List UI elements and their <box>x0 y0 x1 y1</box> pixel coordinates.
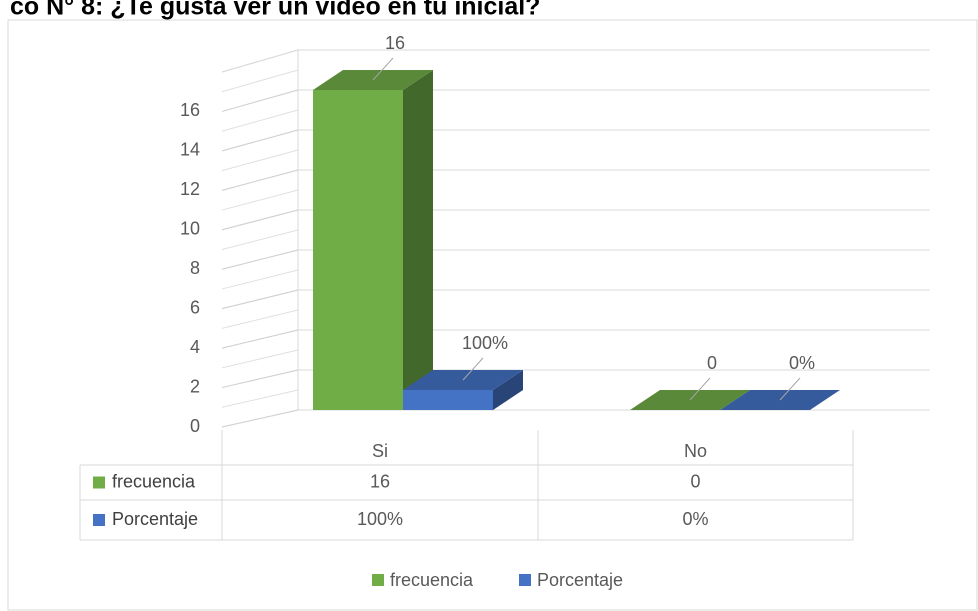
table-cell: 16 <box>370 471 390 491</box>
grid-line <box>221 249 299 270</box>
table-row-header: frecuencia <box>112 471 196 491</box>
grid-line <box>221 169 299 191</box>
legend-label: frecuencia <box>390 570 474 590</box>
grid-line <box>221 409 299 428</box>
y-tick-label: 12 <box>180 179 200 199</box>
grid-line-side <box>221 69 299 93</box>
data-label: 100% <box>462 333 508 353</box>
y-tick-label: 14 <box>180 140 200 160</box>
y-tick-label: 0 <box>190 416 200 436</box>
bar-side <box>403 70 433 410</box>
x-tick-label: No <box>684 441 707 461</box>
bar <box>313 90 403 410</box>
leader-line <box>689 377 711 401</box>
grid-line <box>221 289 299 310</box>
bar <box>403 390 493 410</box>
grid-line-side <box>221 189 299 211</box>
grid-line <box>221 89 299 112</box>
legend-key <box>519 574 531 586</box>
grid-line-side <box>221 109 299 132</box>
grid-line-side <box>221 309 299 329</box>
leader-line <box>462 357 484 381</box>
grid-line-side <box>221 389 299 408</box>
grid-line-side <box>221 229 299 250</box>
leader-line <box>372 57 394 81</box>
legend-key <box>372 574 384 586</box>
x-tick-label: Si <box>372 441 388 461</box>
legend-label: Porcentaje <box>537 570 623 590</box>
grid-line <box>221 209 299 231</box>
y-tick-label: 2 <box>190 376 200 396</box>
table-cell: 0 <box>690 471 700 491</box>
grid-line <box>221 129 299 152</box>
chart-frame <box>7 19 978 611</box>
data-label: 0% <box>789 353 815 373</box>
y-tick-label: 6 <box>190 297 200 317</box>
table-cell: 0% <box>682 509 708 529</box>
table-legend-key <box>93 514 105 526</box>
y-tick-label: 16 <box>180 100 200 120</box>
table-row-header: Porcentaje <box>112 509 198 529</box>
y-tick-label: 4 <box>190 337 200 357</box>
bar-side <box>493 370 523 410</box>
grid-line-side <box>221 269 299 290</box>
data-label: 0 <box>707 353 717 373</box>
grid-line-top <box>221 49 299 73</box>
y-tick-label: 10 <box>180 219 200 239</box>
table-legend-key <box>93 476 105 489</box>
y-tick-label: 8 <box>190 258 200 278</box>
table-cell: 100% <box>357 509 403 529</box>
grid-line <box>221 329 299 349</box>
leader-line <box>779 377 801 401</box>
chart-title: co N° 8: ¿Te gusta ver un video en tu in… <box>10 0 540 21</box>
data-label: 16 <box>385 33 405 53</box>
grid-line <box>221 369 299 389</box>
grid-line-side <box>221 149 299 172</box>
grid-line-side <box>221 349 299 369</box>
